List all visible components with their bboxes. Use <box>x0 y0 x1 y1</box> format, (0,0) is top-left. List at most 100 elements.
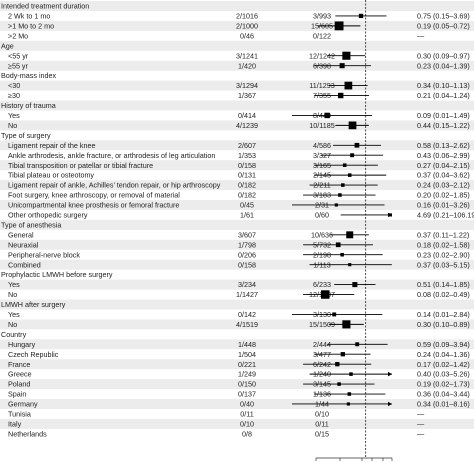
subgroup-label: Czech Republic <box>8 350 59 359</box>
point-estimate <box>350 153 355 158</box>
subgroup-label: No <box>8 121 17 130</box>
estimate-ci-text: 0.51 (0.14–1.85) <box>417 280 470 289</box>
group-heading: Type of surgery <box>1 131 51 140</box>
point-estimate <box>355 342 360 347</box>
events-enoxaparin: 11/1293 <box>309 81 334 90</box>
point-estimate <box>346 231 354 239</box>
point-estimate <box>342 320 351 329</box>
events-apixaban: 0/11 <box>240 410 253 419</box>
estimate-ci-text: 0.24 (0.03–2.12) <box>417 181 470 190</box>
events-apixaban: 3/607 <box>238 230 256 239</box>
point-estimate <box>358 13 364 19</box>
subgroup-label: Tibial plateau or osteotomy <box>8 171 94 180</box>
row-band <box>0 1 474 11</box>
point-estimate <box>338 193 342 197</box>
estimate-ci-text: 0.36 (0.04–3.44) <box>417 390 470 399</box>
events-enoxaparin: 12/1242 <box>309 51 335 60</box>
subgroup-label: Germany <box>8 400 38 409</box>
estimate-ci-text: 0.59 (0.09–3.94) <box>417 340 470 349</box>
events-apixaban: 1/61 <box>240 211 254 220</box>
events-apixaban: 1/504 <box>238 350 256 359</box>
events-enoxaparin: 10/1185 <box>309 121 334 130</box>
events-apixaban: 0/8 <box>242 429 252 438</box>
events-apixaban: 1/798 <box>238 240 256 249</box>
subgroup-label: Yes <box>8 310 20 319</box>
group-heading: Intended treatment duration <box>1 2 89 11</box>
point-estimate <box>334 21 344 31</box>
group-heading: Country <box>1 330 27 339</box>
subgroup-label: Foot surgery, knee arthroscopy, or remov… <box>8 191 180 200</box>
events-enoxaparin: 0/11 <box>315 419 328 428</box>
subgroup-label: Tibial transposition or patellar or tibi… <box>8 161 153 170</box>
row-band <box>0 379 474 390</box>
events-apixaban: 0/142 <box>238 310 256 319</box>
subgroup-label: Combined <box>8 260 41 269</box>
group-heading: LMWH after surgery <box>1 300 66 309</box>
events-enoxaparin: 3/993 <box>313 12 331 21</box>
point-estimate <box>348 121 357 130</box>
row-band <box>0 359 474 370</box>
point-estimate <box>347 173 352 177</box>
events-apixaban: 0/158 <box>238 260 256 269</box>
events-apixaban: 1/448 <box>238 340 256 349</box>
estimate-ci-text: 0.18 (0.02–1.58) <box>417 240 470 249</box>
events-enoxaparin: 4/586 <box>313 141 331 150</box>
estimate-ci-text: 0.37 (0.04–3.62) <box>417 171 470 180</box>
events-apixaban: 2/607 <box>238 141 256 150</box>
events-apixaban: 0/45 <box>240 201 254 210</box>
group-heading: Age <box>1 41 14 50</box>
estimate-ci-text: 0.19 (0.05–0.72) <box>417 21 470 30</box>
row-band <box>0 80 474 91</box>
events-apixaban: 3/1294 <box>236 81 258 90</box>
subgroup-label: France <box>8 360 30 369</box>
row-band <box>0 299 474 310</box>
subgroup-label: Poland <box>8 380 30 389</box>
estimate-ci-text: 0.40 (0.03–5.26) <box>417 370 470 379</box>
point-estimate <box>341 183 345 187</box>
events-apixaban: 0/414 <box>238 111 256 120</box>
estimate-ci-text: — <box>417 31 425 40</box>
events-apixaban: 2/1016 <box>236 12 258 21</box>
ci-arrow <box>388 371 392 377</box>
estimate-ci-text: 0.24 (0.04–1.36) <box>417 350 470 359</box>
subgroup-label: Spain <box>8 390 26 399</box>
point-estimate <box>352 282 358 288</box>
point-estimate <box>342 51 351 60</box>
estimate-ci-text: — <box>417 429 425 438</box>
events-apixaban: 4/1519 <box>236 320 258 329</box>
estimate-ci-text: 0.34 (0.01–8.16) <box>417 400 470 409</box>
group-heading: Body-mass index <box>1 71 57 80</box>
point-estimate <box>340 352 345 357</box>
estimate-ci-text: — <box>417 419 425 428</box>
row-band <box>0 40 474 51</box>
estimate-ci-text: 0.09 (0.01–1.49) <box>417 111 470 120</box>
events-enoxaparin: 0/60 <box>315 211 329 220</box>
row-band <box>0 279 474 290</box>
events-apixaban: 1/367 <box>238 91 256 100</box>
subgroup-label: Yes <box>8 280 20 289</box>
estimate-ci-text: 0.08 (0.02–0.49) <box>417 290 470 299</box>
point-estimate <box>339 63 345 69</box>
point-estimate <box>347 392 352 396</box>
row-band <box>0 180 474 191</box>
events-apixaban: 1/420 <box>238 61 256 70</box>
row-band <box>0 120 474 131</box>
subgroup-label: Unicompartmental knee prosthesis or femo… <box>8 201 179 210</box>
subgroup-label: Neuraxial <box>8 240 39 249</box>
events-apixaban: 0/182 <box>238 191 256 200</box>
subgroup-label: General <box>8 230 34 239</box>
events-enoxaparin: 15/1509 <box>309 320 335 329</box>
subgroup-label: ≥55 yr <box>8 61 29 70</box>
subgroup-label: >1 Mo to 2 mo <box>8 21 54 30</box>
subgroup-label: No <box>8 320 17 329</box>
estimate-ci-text: 0.16 (0.01–3.26) <box>417 201 470 210</box>
point-estimate <box>337 92 344 99</box>
point-estimate <box>340 252 344 257</box>
point-estimate <box>321 290 330 299</box>
events-apixaban: 3/234 <box>238 280 256 289</box>
events-apixaban: 4/1239 <box>236 121 258 130</box>
row-band <box>0 399 474 409</box>
estimate-ci-text: 0.21 (0.04–1.24) <box>417 91 470 100</box>
row-band <box>0 100 474 111</box>
